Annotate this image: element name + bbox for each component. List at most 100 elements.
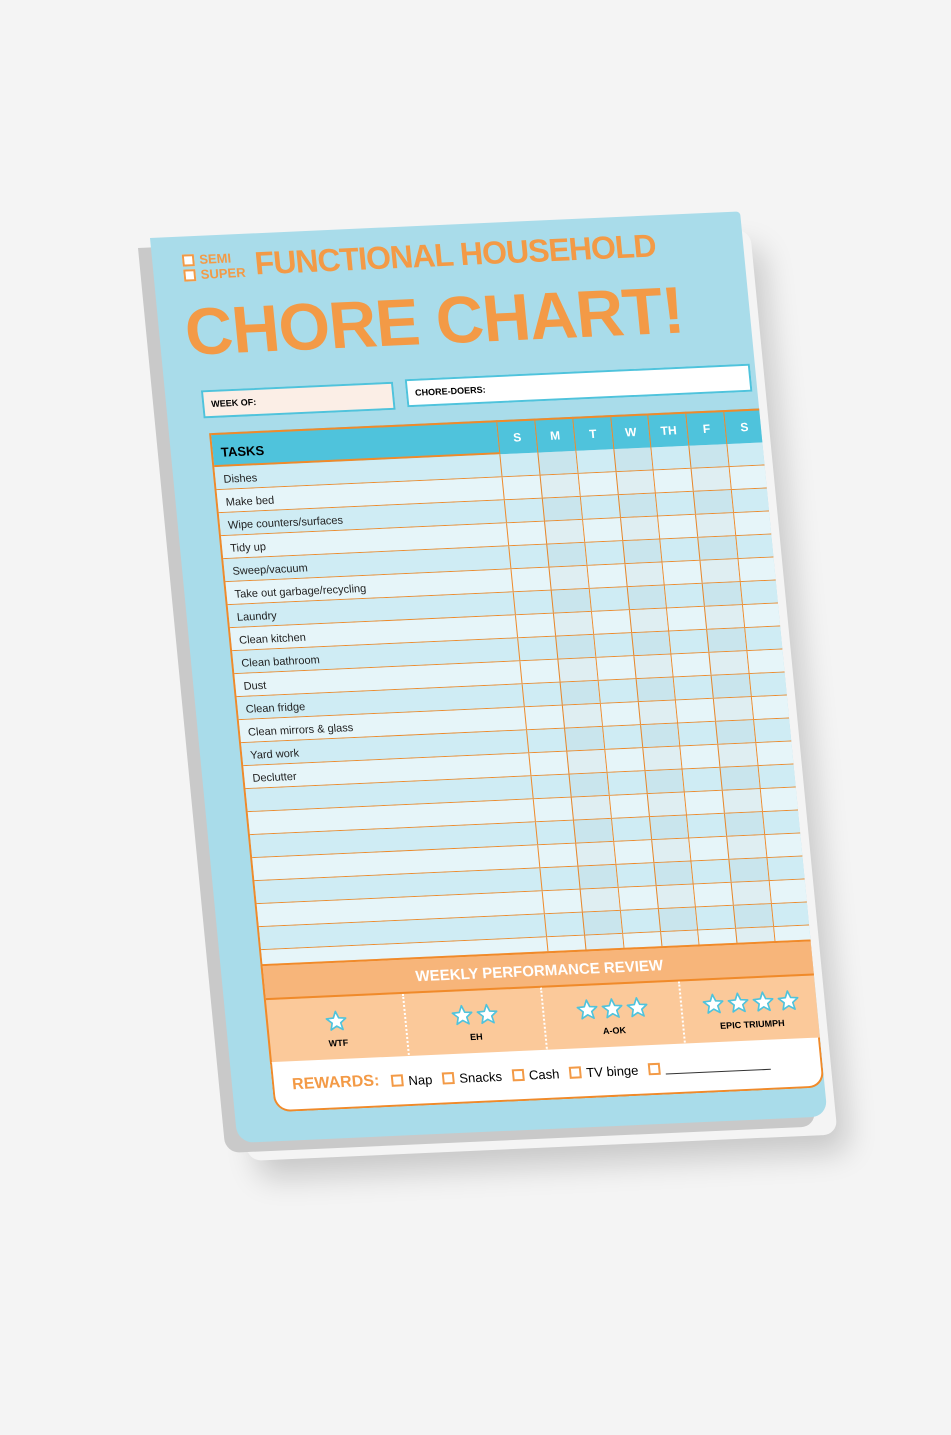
check-cell[interactable] (528, 751, 569, 776)
check-cell[interactable] (733, 904, 774, 928)
check-cell[interactable] (501, 475, 542, 500)
check-cell[interactable] (717, 743, 758, 767)
check-cell[interactable] (615, 470, 656, 495)
reward-option[interactable] (647, 1058, 771, 1076)
check-cell[interactable] (675, 698, 716, 723)
check-cell[interactable] (595, 656, 636, 680)
check-cell[interactable] (650, 838, 691, 863)
check-cell[interactable] (615, 863, 656, 887)
check-cell[interactable] (579, 887, 620, 912)
check-cell[interactable] (588, 587, 629, 611)
check-cell[interactable] (766, 856, 807, 881)
check-cell[interactable] (583, 541, 624, 565)
check-cell[interactable] (730, 488, 771, 513)
check-cell[interactable] (690, 467, 731, 491)
check-cell[interactable] (757, 764, 798, 789)
check-cell[interactable] (688, 836, 729, 861)
check-cell[interactable] (581, 910, 622, 935)
check-cell[interactable] (523, 705, 564, 730)
check-cell[interactable] (641, 746, 682, 771)
check-cell[interactable] (657, 907, 698, 932)
check-cell[interactable] (543, 519, 584, 544)
check-cell[interactable] (677, 721, 718, 746)
check-cell[interactable] (693, 882, 734, 907)
check-cell[interactable] (735, 534, 776, 559)
check-cell[interactable] (632, 654, 673, 679)
check-cell[interactable] (626, 585, 667, 610)
check-cell[interactable] (664, 583, 705, 608)
reward-option[interactable]: Nap (390, 1072, 433, 1089)
check-cell[interactable] (532, 797, 573, 822)
check-cell[interactable] (630, 631, 671, 656)
check-cell[interactable] (621, 539, 662, 564)
check-cell[interactable] (748, 672, 789, 697)
check-cell[interactable] (666, 606, 707, 631)
check-cell[interactable] (499, 452, 540, 477)
check-cell[interactable] (657, 514, 698, 539)
check-cell[interactable] (715, 720, 756, 744)
check-cell[interactable] (590, 610, 631, 634)
check-cell[interactable] (639, 723, 680, 748)
check-cell[interactable] (555, 634, 596, 659)
custom-reward-line[interactable] (664, 1058, 771, 1075)
checkbox[interactable] (181, 253, 195, 267)
check-cell[interactable] (537, 450, 578, 475)
check-cell[interactable] (751, 695, 791, 720)
check-cell[interactable] (543, 912, 584, 937)
check-cell[interactable] (644, 769, 685, 794)
check-cell[interactable] (561, 703, 602, 728)
check-cell[interactable] (706, 628, 747, 652)
check-cell[interactable] (510, 567, 551, 592)
check-cell[interactable] (710, 674, 751, 698)
check-cell[interactable] (568, 772, 609, 797)
check-cell[interactable] (624, 562, 665, 587)
check-cell[interactable] (686, 813, 727, 838)
check-cell[interactable] (530, 774, 571, 799)
check-cell[interactable] (552, 611, 593, 636)
check-cell[interactable] (730, 881, 771, 905)
check-cell[interactable] (534, 820, 575, 845)
check-cell[interactable] (637, 700, 678, 725)
check-cell[interactable] (612, 447, 653, 472)
check-cell[interactable] (693, 490, 734, 514)
check-cell[interactable] (726, 442, 767, 467)
check-cell[interactable] (577, 864, 618, 889)
check-cell[interactable] (755, 741, 796, 766)
check-cell[interactable] (668, 629, 709, 654)
check-cell[interactable] (526, 728, 567, 753)
check-cell[interactable] (517, 636, 558, 661)
check-cell[interactable] (572, 818, 613, 843)
check-cell[interactable] (650, 445, 691, 470)
check-cell[interactable] (519, 659, 560, 684)
check-cell[interactable] (606, 771, 647, 795)
check-cell[interactable] (577, 472, 618, 496)
check-cell[interactable] (661, 560, 702, 585)
chore-doers-field[interactable]: CHORE-DOERS: (404, 363, 753, 408)
check-cell[interactable] (508, 544, 549, 569)
rating-level[interactable]: A-OK (539, 981, 685, 1052)
check-cell[interactable] (759, 787, 800, 812)
reward-option[interactable]: Cash (511, 1066, 560, 1083)
check-cell[interactable] (744, 626, 785, 651)
check-cell[interactable] (737, 557, 778, 582)
check-cell[interactable] (597, 679, 638, 703)
check-cell[interactable] (746, 649, 787, 674)
check-cell[interactable] (724, 812, 765, 836)
check-cell[interactable] (586, 564, 627, 588)
check-cell[interactable] (514, 613, 555, 638)
check-cell[interactable] (695, 905, 736, 930)
check-cell[interactable] (608, 794, 649, 818)
check-cell[interactable] (503, 498, 544, 523)
check-cell[interactable] (581, 518, 622, 542)
check-cell[interactable] (697, 536, 738, 560)
check-cell[interactable] (548, 565, 589, 590)
check-cell[interactable] (695, 513, 736, 537)
check-cell[interactable] (619, 909, 660, 933)
check-cell[interactable] (592, 633, 633, 657)
check-cell[interactable] (559, 680, 600, 705)
check-cell[interactable] (617, 886, 658, 910)
check-cell[interactable] (653, 861, 694, 886)
rating-level[interactable]: EH (401, 987, 547, 1058)
check-cell[interactable] (728, 858, 769, 882)
check-cell[interactable] (512, 590, 553, 615)
